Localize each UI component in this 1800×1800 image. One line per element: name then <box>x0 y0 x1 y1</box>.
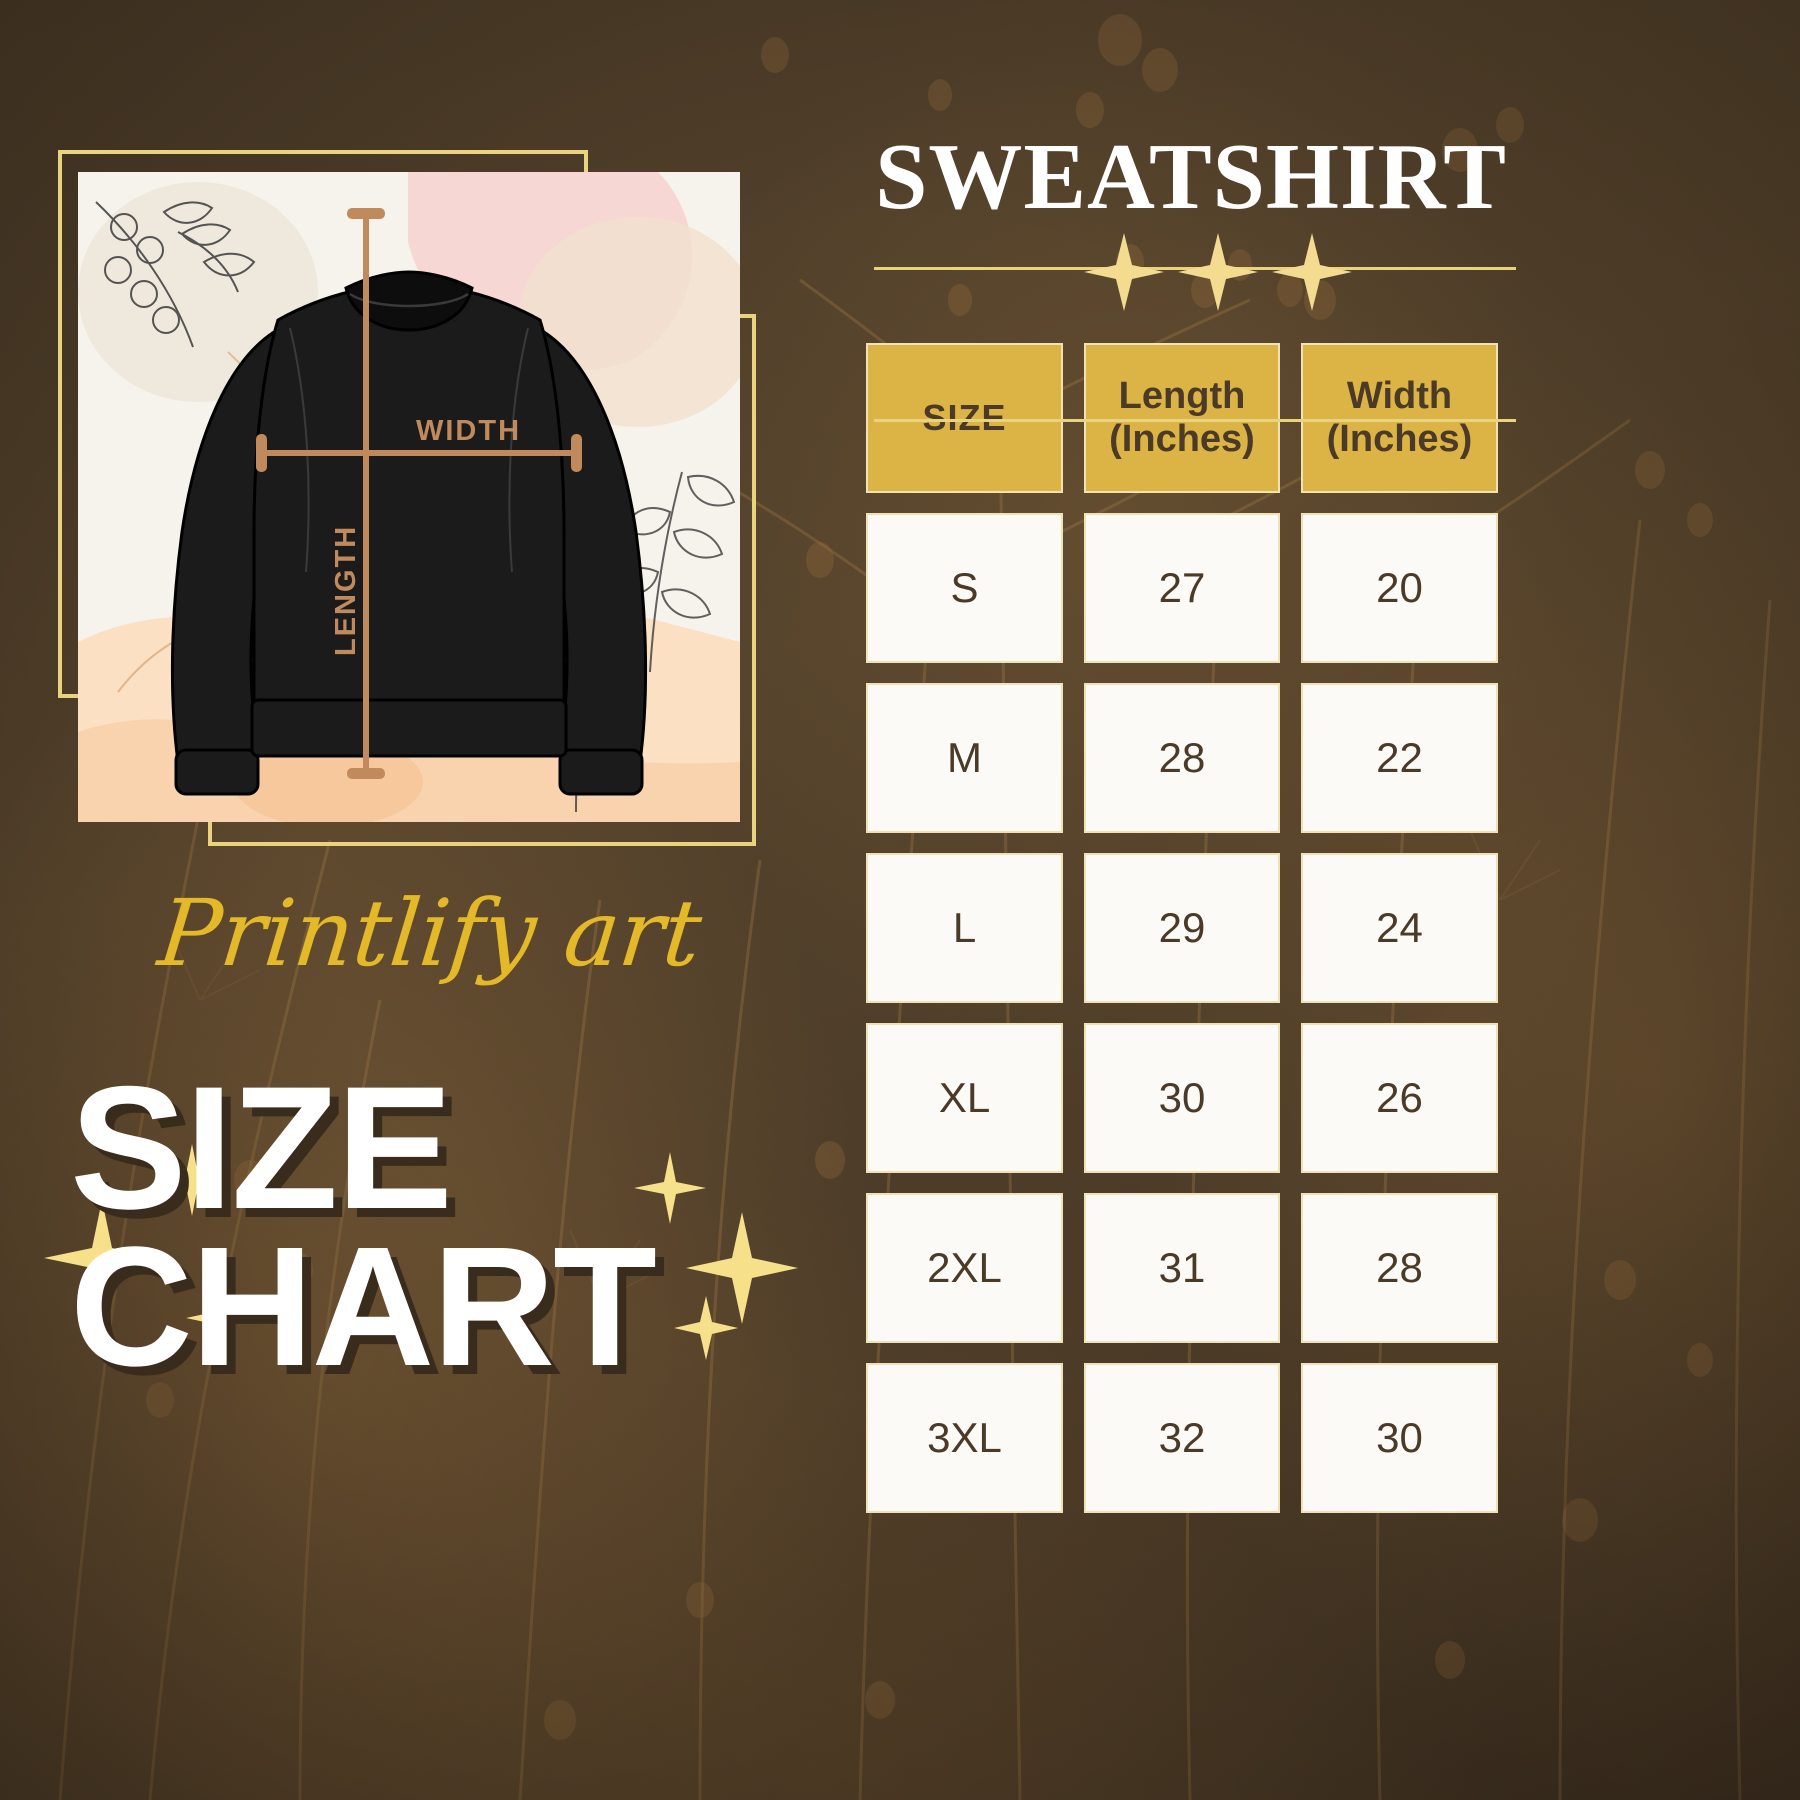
cell-size: L <box>866 852 1063 1003</box>
page-headline: SIZE CHART <box>70 1051 810 1402</box>
table-header-row: SIZE Length (Inches) Width (Inches) <box>866 342 1516 493</box>
divider-rule-bottom <box>874 418 1516 422</box>
table-row: 2XL 31 28 <box>866 1192 1516 1343</box>
right-column: SWEATSHIRT SIZE Length (Inches) <box>866 128 1516 1533</box>
cell-length: 31 <box>1084 1192 1280 1343</box>
sweatshirt-photo: WIDTH LENGTH <box>78 172 740 822</box>
headline-line-2: CHART <box>70 1212 657 1402</box>
table-row: S 27 20 <box>866 512 1516 663</box>
brand-script-logo: Printlify art <box>153 880 707 987</box>
width-measure-label: WIDTH <box>416 415 522 447</box>
headline-line-1: SIZE <box>70 1051 453 1246</box>
cell-width: 24 <box>1301 852 1498 1003</box>
table-row: L 29 24 <box>866 852 1516 1003</box>
column-header-size: SIZE <box>866 342 1063 493</box>
cell-size: XL <box>866 1022 1063 1173</box>
cell-width: 20 <box>1301 512 1498 663</box>
sweatshirt-artwork <box>78 172 740 822</box>
cell-width: 30 <box>1301 1362 1498 1513</box>
table-row: 3XL 32 30 <box>866 1362 1516 1513</box>
cell-length: 28 <box>1084 682 1280 833</box>
divider-sparkles <box>1084 232 1352 311</box>
cell-size: M <box>866 682 1063 833</box>
table-row: XL 30 26 <box>866 1022 1516 1173</box>
table-row: M 28 22 <box>866 682 1516 833</box>
size-chart-table: SIZE Length (Inches) Width (Inches) S 27… <box>866 342 1516 1513</box>
cell-length: 27 <box>1084 512 1280 663</box>
cell-width: 26 <box>1301 1022 1498 1173</box>
cell-size: S <box>866 512 1063 663</box>
cell-size: 3XL <box>866 1362 1063 1513</box>
cell-size: 2XL <box>866 1192 1063 1343</box>
cell-length: 30 <box>1084 1022 1280 1173</box>
cell-width: 28 <box>1301 1192 1498 1343</box>
sparkle-divider <box>866 232 1516 422</box>
cell-length: 29 <box>1084 852 1280 1003</box>
length-measure-label: LENGTH <box>330 524 362 656</box>
table-body: S 27 20 M 28 22 L 29 24 XL 30 26 2XL 31 <box>866 512 1516 1513</box>
cell-length: 32 <box>1084 1362 1280 1513</box>
column-header-length: Length (Inches) <box>1084 342 1280 493</box>
garment-title: SWEATSHIRT <box>875 125 1507 229</box>
sweatshirt-illustration-panel: WIDTH LENGTH <box>58 142 758 854</box>
column-header-width: Width (Inches) <box>1301 342 1498 493</box>
cell-width: 22 <box>1301 682 1498 833</box>
